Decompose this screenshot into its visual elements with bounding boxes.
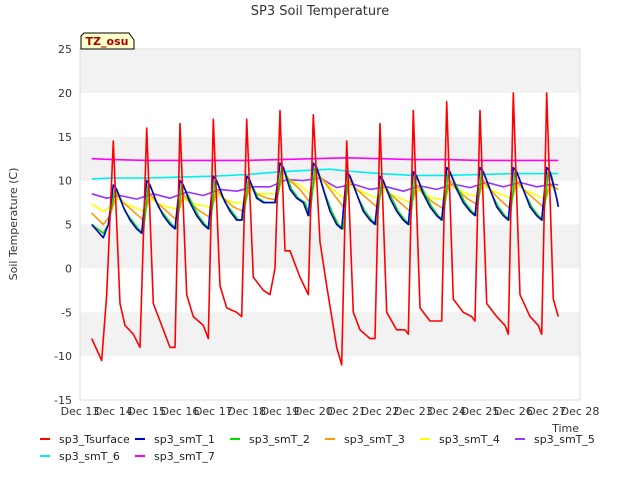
x-axis-label: Time — [551, 422, 579, 435]
legend-label: sp3_smT_1 — [154, 433, 215, 446]
y-axis-ticks: -15 -10 -5 0 5 10 15 20 25 — [54, 43, 72, 407]
x-tick-label: Dec 20 — [294, 405, 333, 418]
x-tick-label: Dec 24 — [427, 405, 466, 418]
legend-label: sp3_smT_2 — [249, 433, 310, 446]
series-line-sp3-smt-3 — [91, 171, 559, 226]
y-tick-label: 0 — [65, 262, 72, 275]
plot-band — [80, 92, 580, 137]
plot-band — [80, 224, 580, 269]
x-tick-label: Dec 17 — [194, 405, 233, 418]
series-line-sp3-smt-6 — [91, 168, 559, 180]
plot-frame — [79, 48, 581, 401]
tz-badge: TZ_osu — [80, 32, 135, 50]
y-tick-label: 5 — [65, 219, 72, 232]
x-tick-label: Dec 13 — [61, 405, 100, 418]
y-tick-label: -5 — [61, 306, 72, 319]
series-line-sp3-smt-5 — [91, 177, 559, 200]
x-tick-label: Dec 14 — [94, 405, 133, 418]
x-tick-label: Dec 16 — [161, 405, 200, 418]
tz-badge-label: TZ_osu — [86, 35, 129, 48]
series-lines — [90, 92, 560, 366]
legend-label: sp3_smT_7 — [154, 450, 215, 463]
x-tick-label: Dec 27 — [527, 405, 566, 418]
x-tick-label: Dec 22 — [361, 405, 400, 418]
legend-label: sp3_smT_6 — [59, 450, 120, 463]
x-tick-label: Dec 19 — [261, 405, 300, 418]
y-tick-label: 20 — [58, 87, 72, 100]
legend-label: sp3_Tsurface — [59, 433, 130, 446]
plot-band — [80, 312, 580, 357]
x-tick-label: Dec 25 — [461, 405, 500, 418]
chart-title: SP3 Soil Temperature — [251, 4, 389, 19]
series-line-sp3-tsurface — [90, 92, 560, 366]
x-tick-label: Dec 18 — [227, 405, 266, 418]
y-tick-label: -10 — [54, 350, 72, 363]
tz-badge-box — [80, 32, 135, 50]
y-tick-label: 25 — [58, 43, 72, 56]
series-line-sp3-smt-1 — [91, 162, 560, 239]
legend-label: sp3_smT_5 — [534, 433, 595, 446]
x-tick-label: Dec 28 — [561, 405, 600, 418]
y-axis-label: Soil Temperature (C) — [7, 168, 20, 281]
plot-band — [80, 49, 580, 93]
plot-background — [79, 48, 581, 401]
x-tick-label: Dec 23 — [394, 405, 433, 418]
legend-label: sp3_smT_4 — [439, 433, 500, 446]
x-tick-label: Dec 26 — [494, 405, 533, 418]
y-tick-label: 15 — [58, 131, 72, 144]
series-line-sp3-smt-7 — [91, 157, 559, 162]
legend-label: sp3_smT_3 — [344, 433, 405, 446]
x-tick-label: Dec 21 — [327, 405, 366, 418]
plot-band — [80, 356, 580, 400]
legend: sp3_Tsurface sp3_smT_1 sp3_smT_2 sp3_smT_3 s… — [40, 433, 595, 463]
x-tick-label: Dec 15 — [127, 405, 166, 418]
y-tick-label: -15 — [54, 394, 72, 407]
y-tick-label: 10 — [58, 175, 72, 188]
